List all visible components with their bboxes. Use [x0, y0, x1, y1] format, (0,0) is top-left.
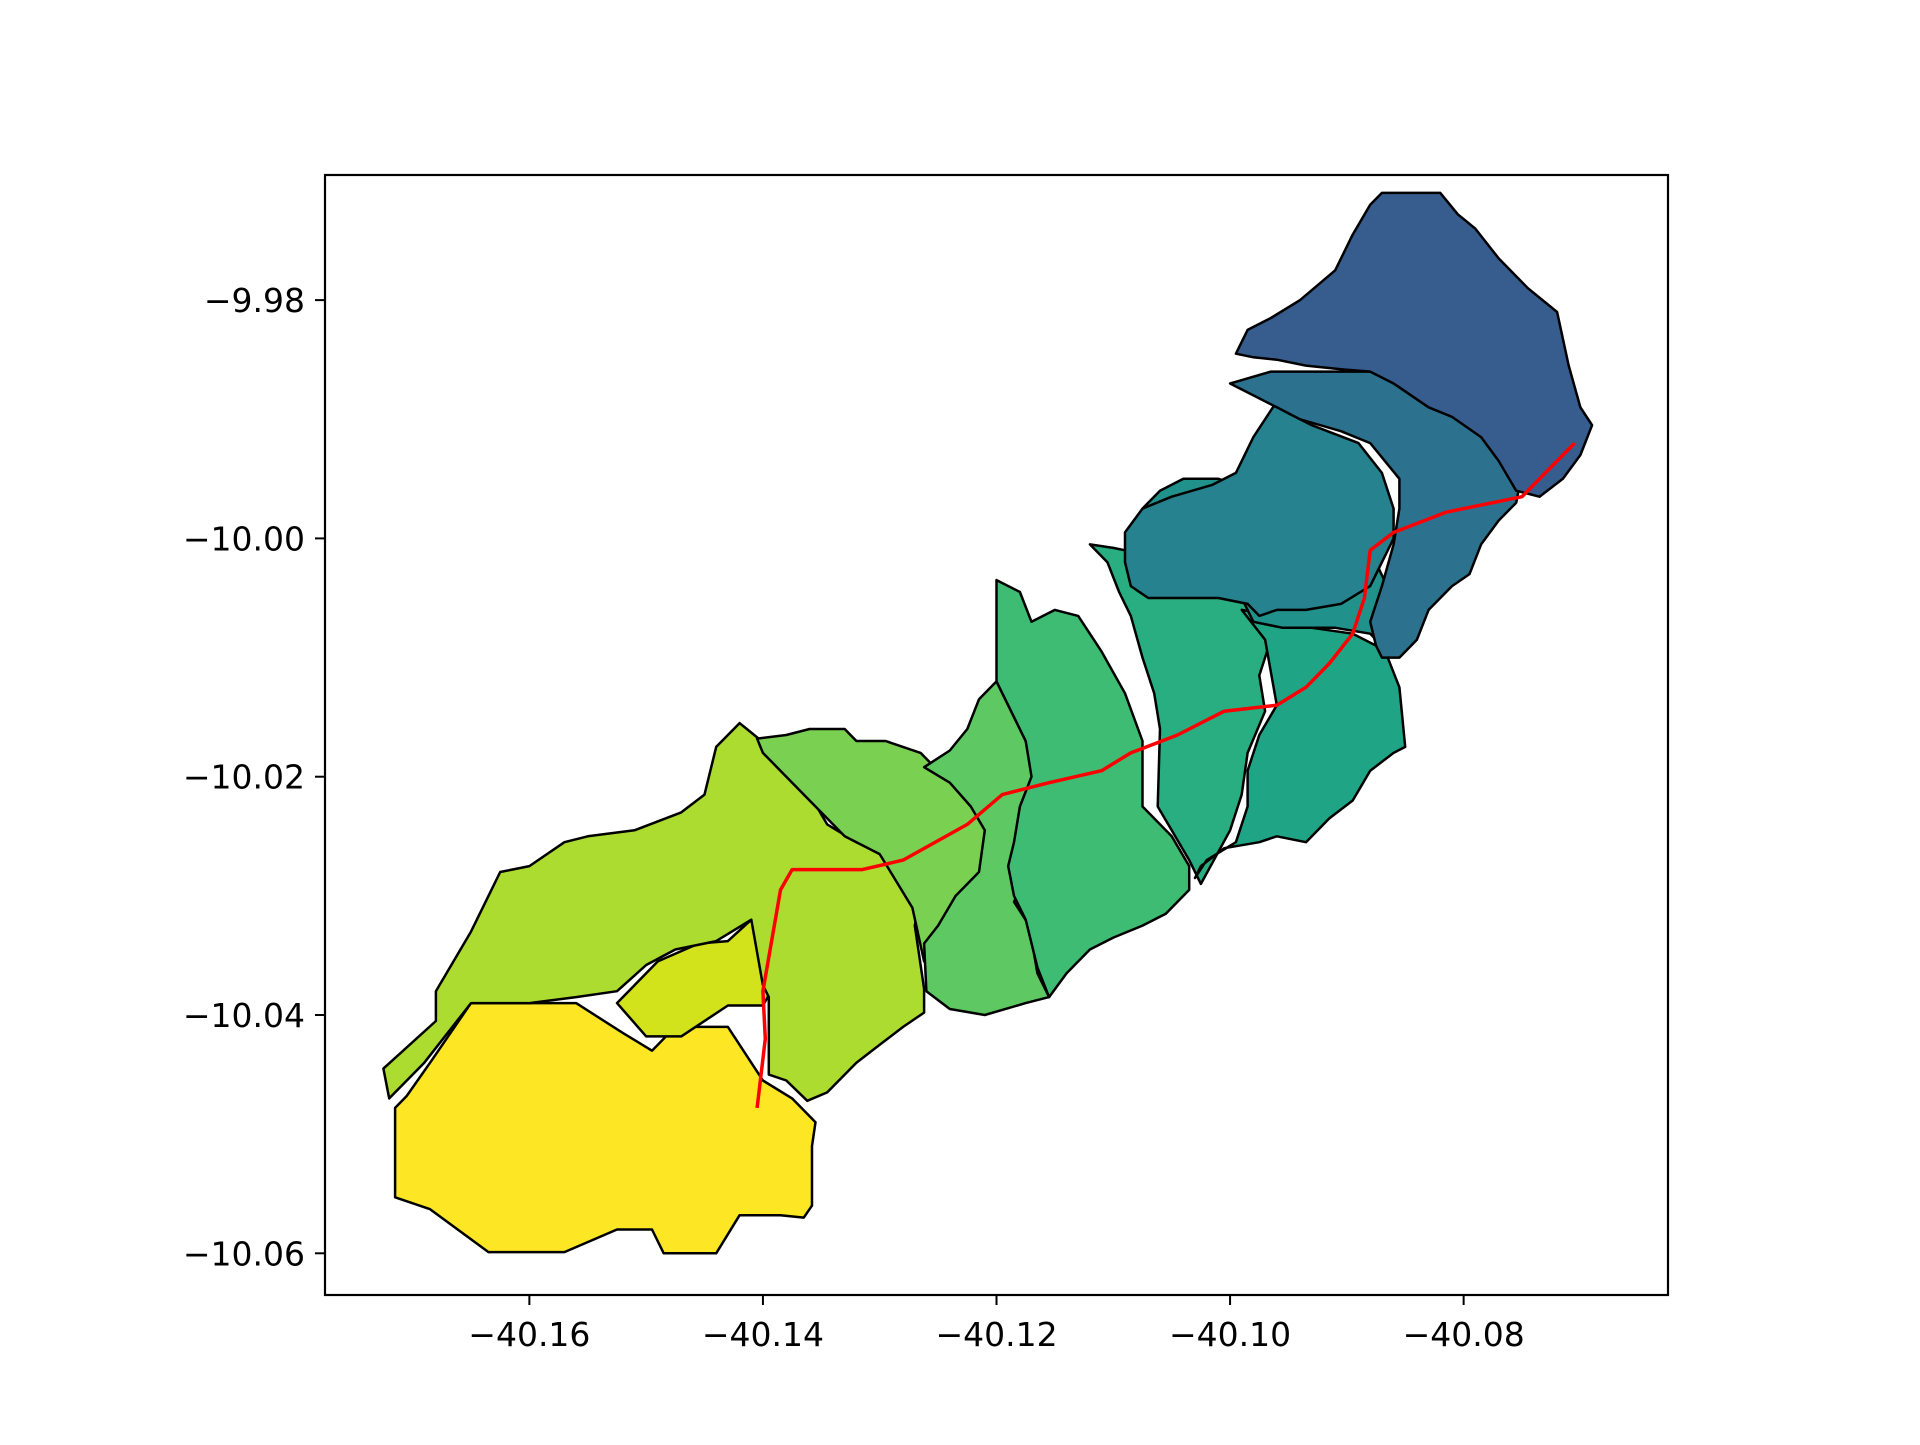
- x-tick-label-5: −40.08: [1403, 1315, 1525, 1354]
- x-tick-label-2: −40.14: [702, 1315, 824, 1354]
- y-tick-label-1: −9.98: [204, 281, 305, 320]
- region-polygon-3: [382, 721, 926, 1103]
- y-tick-label-4: −10.04: [183, 996, 305, 1035]
- region-polygon-12: [1234, 191, 1594, 498]
- region-polygon-10: [1123, 400, 1395, 618]
- regions-layer: [382, 191, 1594, 1255]
- axes-layer: −40.16 −40.14 −40.12 −40.10 −40.08 −9.98 −10.0…: [183, 281, 1525, 1354]
- y-tick-label-3: −10.02: [183, 758, 305, 797]
- series-layer: [755, 441, 1576, 1109]
- x-tick-label-4: −40.10: [1169, 1315, 1291, 1354]
- x-tick-label-1: −40.16: [468, 1315, 590, 1354]
- stream-line-1: [755, 441, 1576, 1109]
- region-polygon-1: [393, 1001, 817, 1255]
- y-tick-label-5: −10.06: [183, 1234, 305, 1273]
- y-tick-label-2: −10.00: [183, 519, 305, 558]
- x-tick-label-3: −40.12: [935, 1315, 1057, 1354]
- region-polygon-6: [995, 578, 1191, 999]
